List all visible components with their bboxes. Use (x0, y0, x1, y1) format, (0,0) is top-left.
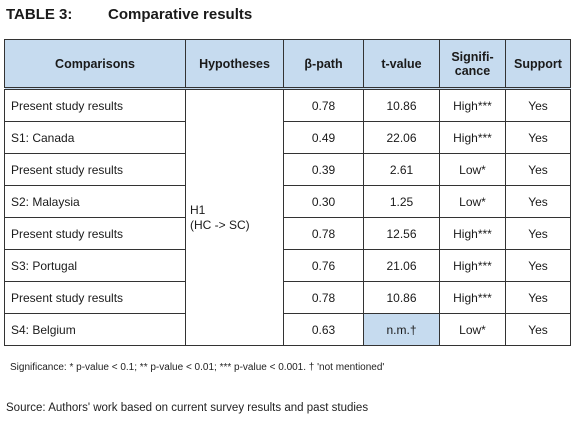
significance-cell: Low* (439, 313, 506, 346)
header-row: Comparisons Hypotheses β-path t-value Si… (4, 39, 571, 90)
beta-cell: 0.76 (283, 249, 364, 282)
table-caption: Comparative results (108, 6, 253, 23)
table-row: Present study results 0.78 10.86 High***… (4, 281, 571, 314)
significance-cell: Low* (439, 153, 506, 186)
t-value-cell: 10.86 (363, 88, 440, 122)
table-row: S4: Belgium 0.63 n.m.† Low* Yes (4, 313, 571, 346)
comparative-results-table: Comparisons Hypotheses β-path t-value Si… (4, 39, 571, 346)
header-significance-line1: Signifi- (451, 49, 494, 64)
significance-cell: High*** (439, 217, 506, 250)
comparison-cell: Present study results (4, 153, 186, 186)
significance-cell: High*** (439, 121, 506, 154)
support-cell: Yes (505, 121, 571, 154)
table-number: TABLE 3: (6, 6, 73, 23)
hypothesis-relation: (HC -> SC) (190, 217, 250, 232)
significance-cell: Low* (439, 185, 506, 218)
support-cell: Yes (505, 313, 571, 346)
beta-cell: 0.78 (283, 88, 364, 122)
t-value-cell: 22.06 (363, 121, 440, 154)
header-hypotheses: Hypotheses (185, 39, 284, 90)
table-row: S3: Portugal 0.76 21.06 High*** Yes (4, 249, 571, 282)
comparison-cell: S4: Belgium (4, 313, 186, 346)
significance-cell: High*** (439, 281, 506, 314)
support-cell: Yes (505, 153, 571, 186)
table-row: Present study results 0.39 2.61 Low* Yes (4, 153, 571, 186)
comparison-cell: S3: Portugal (4, 249, 186, 282)
table-row: S2: Malaysia 0.30 1.25 Low* Yes (4, 185, 571, 218)
support-cell: Yes (505, 281, 571, 314)
support-cell: Yes (505, 249, 571, 282)
comparison-cell: Present study results (4, 217, 186, 250)
t-value-cell-highlighted: n.m.† (363, 313, 440, 346)
beta-cell: 0.39 (283, 153, 364, 186)
table-header: Comparisons Hypotheses β-path t-value Si… (4, 39, 571, 90)
table-body: Present study results H1 (HC -> SC) 0.78 … (4, 88, 571, 346)
table-row: Present study results H1 (HC -> SC) 0.78 … (4, 88, 571, 346)
t-value-cell: 12.56 (363, 217, 440, 250)
table-row: Present study results 0.78 12.56 High***… (4, 217, 571, 250)
t-value-cell: 1.25 (363, 185, 440, 218)
comparison-cell: S2: Malaysia (4, 185, 186, 218)
significance-cell: High*** (439, 249, 506, 282)
table-row: S1: Canada 0.49 22.06 High*** Yes (4, 121, 571, 154)
beta-cell: 0.78 (283, 281, 364, 314)
t-value-cell: 2.61 (363, 153, 440, 186)
hypothesis-cell: H1 (HC -> SC) (185, 88, 284, 346)
beta-cell: 0.78 (283, 217, 364, 250)
comparison-cell: S1: Canada (4, 121, 186, 154)
t-value-cell: 10.86 (363, 281, 440, 314)
table-title: TABLE 3: Comparative results (6, 6, 252, 23)
source-note: Source: Authors' work based on current s… (6, 402, 369, 414)
beta-cell: 0.30 (283, 185, 364, 218)
hypothesis-id: H1 (190, 202, 206, 217)
header-significance: Signifi-cance (439, 39, 506, 90)
beta-cell: 0.63 (283, 313, 364, 346)
comparison-cell: Present study results (4, 88, 186, 122)
header-t-value: t-value (363, 39, 440, 90)
header-comparisons: Comparisons (4, 39, 186, 90)
support-cell: Yes (505, 185, 571, 218)
t-value-cell: 21.06 (363, 249, 440, 282)
significance-note: Significance: * p-value < 0.1; ** p-valu… (10, 362, 385, 373)
header-support: Support (505, 39, 571, 90)
header-beta-path: β-path (283, 39, 364, 90)
comparison-cell: Present study results (4, 281, 186, 314)
beta-cell: 0.49 (283, 121, 364, 154)
support-cell: Yes (505, 217, 571, 250)
significance-cell: High*** (439, 88, 506, 122)
support-cell: Yes (505, 88, 571, 122)
header-significance-line2: cance (454, 63, 491, 78)
